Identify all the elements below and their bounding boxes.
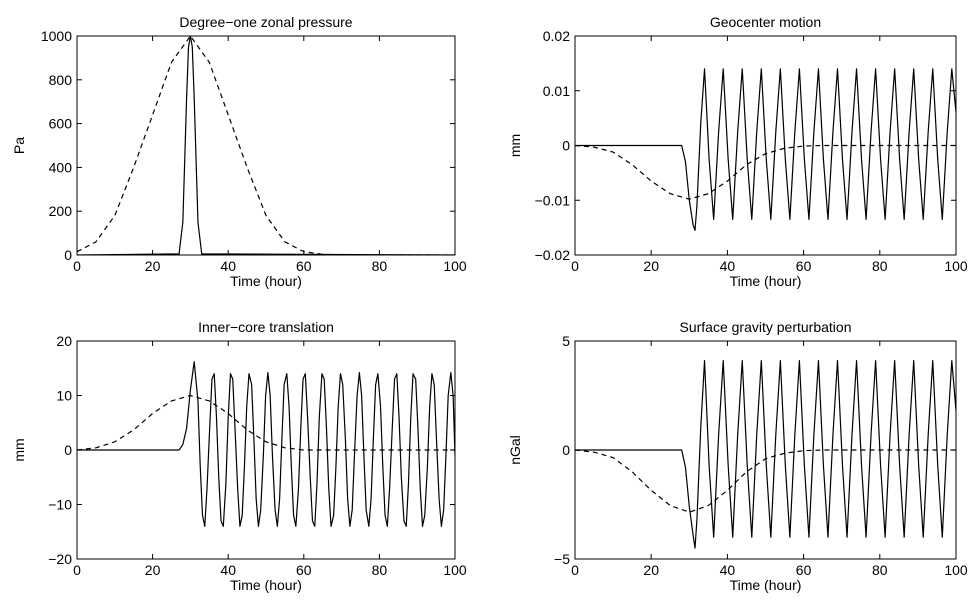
series-group [575, 360, 956, 549]
y-tick-label: 5 [562, 333, 570, 349]
y-axis-label: nGal [507, 435, 523, 465]
x-tick-label: 80 [372, 258, 388, 274]
y-tick-label: 1000 [41, 28, 72, 44]
y-tick-label: 600 [49, 116, 73, 132]
series-group [77, 361, 455, 527]
series-line-dashed [575, 449, 956, 513]
y-tick-label: 0 [562, 138, 570, 154]
x-tick-label: 100 [944, 562, 968, 578]
series-line-solid [575, 360, 956, 549]
y-axis-label: mm [11, 438, 27, 461]
series-line-solid [77, 361, 455, 527]
x-tick-label: 60 [296, 562, 312, 578]
x-tick-label: 20 [643, 562, 659, 578]
x-tick-label: 40 [720, 562, 736, 578]
x-tick-label: 0 [73, 258, 81, 274]
x-tick-label: 0 [73, 562, 81, 578]
series-line-solid [77, 36, 455, 255]
x-tick-label: 100 [443, 258, 467, 274]
x-tick-label: 60 [296, 258, 312, 274]
y-tick-label: −0.02 [535, 247, 571, 263]
y-tick-label: −20 [48, 551, 72, 567]
y-tick-label: 400 [49, 159, 73, 175]
x-tick-label: 20 [145, 562, 161, 578]
x-tick-label: 80 [872, 562, 888, 578]
x-tick-label: 80 [372, 562, 388, 578]
y-axis-label: mm [507, 134, 523, 157]
y-tick-label: −5 [554, 551, 570, 567]
y-tick-label: 0 [64, 247, 72, 263]
series-line-solid [575, 68, 956, 231]
y-tick-label: 200 [49, 203, 73, 219]
x-tick-label: 60 [796, 562, 812, 578]
chart-title: Degree−one zonal pressure [179, 14, 352, 30]
axes-box [76, 35, 456, 256]
x-axis-label: Time (hour) [730, 273, 802, 289]
x-tick-label: 0 [571, 562, 579, 578]
series-group [575, 68, 956, 231]
y-tick-label: 800 [49, 72, 73, 88]
chart-panel: 0 20 40 60 80 100 −20 −10 0 10 20 Inner−core transl… [11, 319, 467, 593]
x-axis-label: Time (hour) [230, 273, 302, 289]
y-tick-label: −0.01 [535, 192, 571, 208]
chart-panel: 0 20 40 60 80 10002004006008001000Degree−one … [11, 14, 467, 289]
x-tick-label: 20 [643, 258, 659, 274]
y-tick-label: 0 [64, 442, 72, 458]
y-tick-label: 10 [56, 388, 72, 404]
chart-title: Inner−core translation [198, 319, 334, 335]
x-tick-label: 40 [220, 258, 236, 274]
x-tick-label: 40 [720, 258, 736, 274]
y-tick-label: 20 [56, 333, 72, 349]
x-tick-label: 100 [443, 562, 467, 578]
x-tick-label: 60 [796, 258, 812, 274]
chart-title: Geocenter motion [710, 14, 821, 30]
series-line-dashed [77, 36, 455, 255]
y-tick-label: 0.02 [543, 28, 570, 44]
y-tick-label: 0.01 [543, 83, 570, 99]
chart-title: Surface gravity perturbation [680, 319, 852, 335]
chart-panel: 0 20 40 60 80 100 −0.02 −0.01 0 0.01 0.02 Geocenter… [507, 14, 968, 289]
x-tick-label: 0 [571, 258, 579, 274]
y-axis-label: Pa [11, 137, 27, 154]
y-tick-label: −10 [48, 497, 72, 513]
x-tick-label: 80 [872, 258, 888, 274]
y-tick-label: 0 [562, 442, 570, 458]
x-axis-label: Time (hour) [230, 577, 302, 593]
x-tick-label: 100 [944, 258, 968, 274]
x-axis-label: Time (hour) [730, 577, 802, 593]
x-tick-label: 40 [220, 562, 236, 578]
x-tick-label: 20 [145, 258, 161, 274]
series-group [77, 36, 455, 255]
